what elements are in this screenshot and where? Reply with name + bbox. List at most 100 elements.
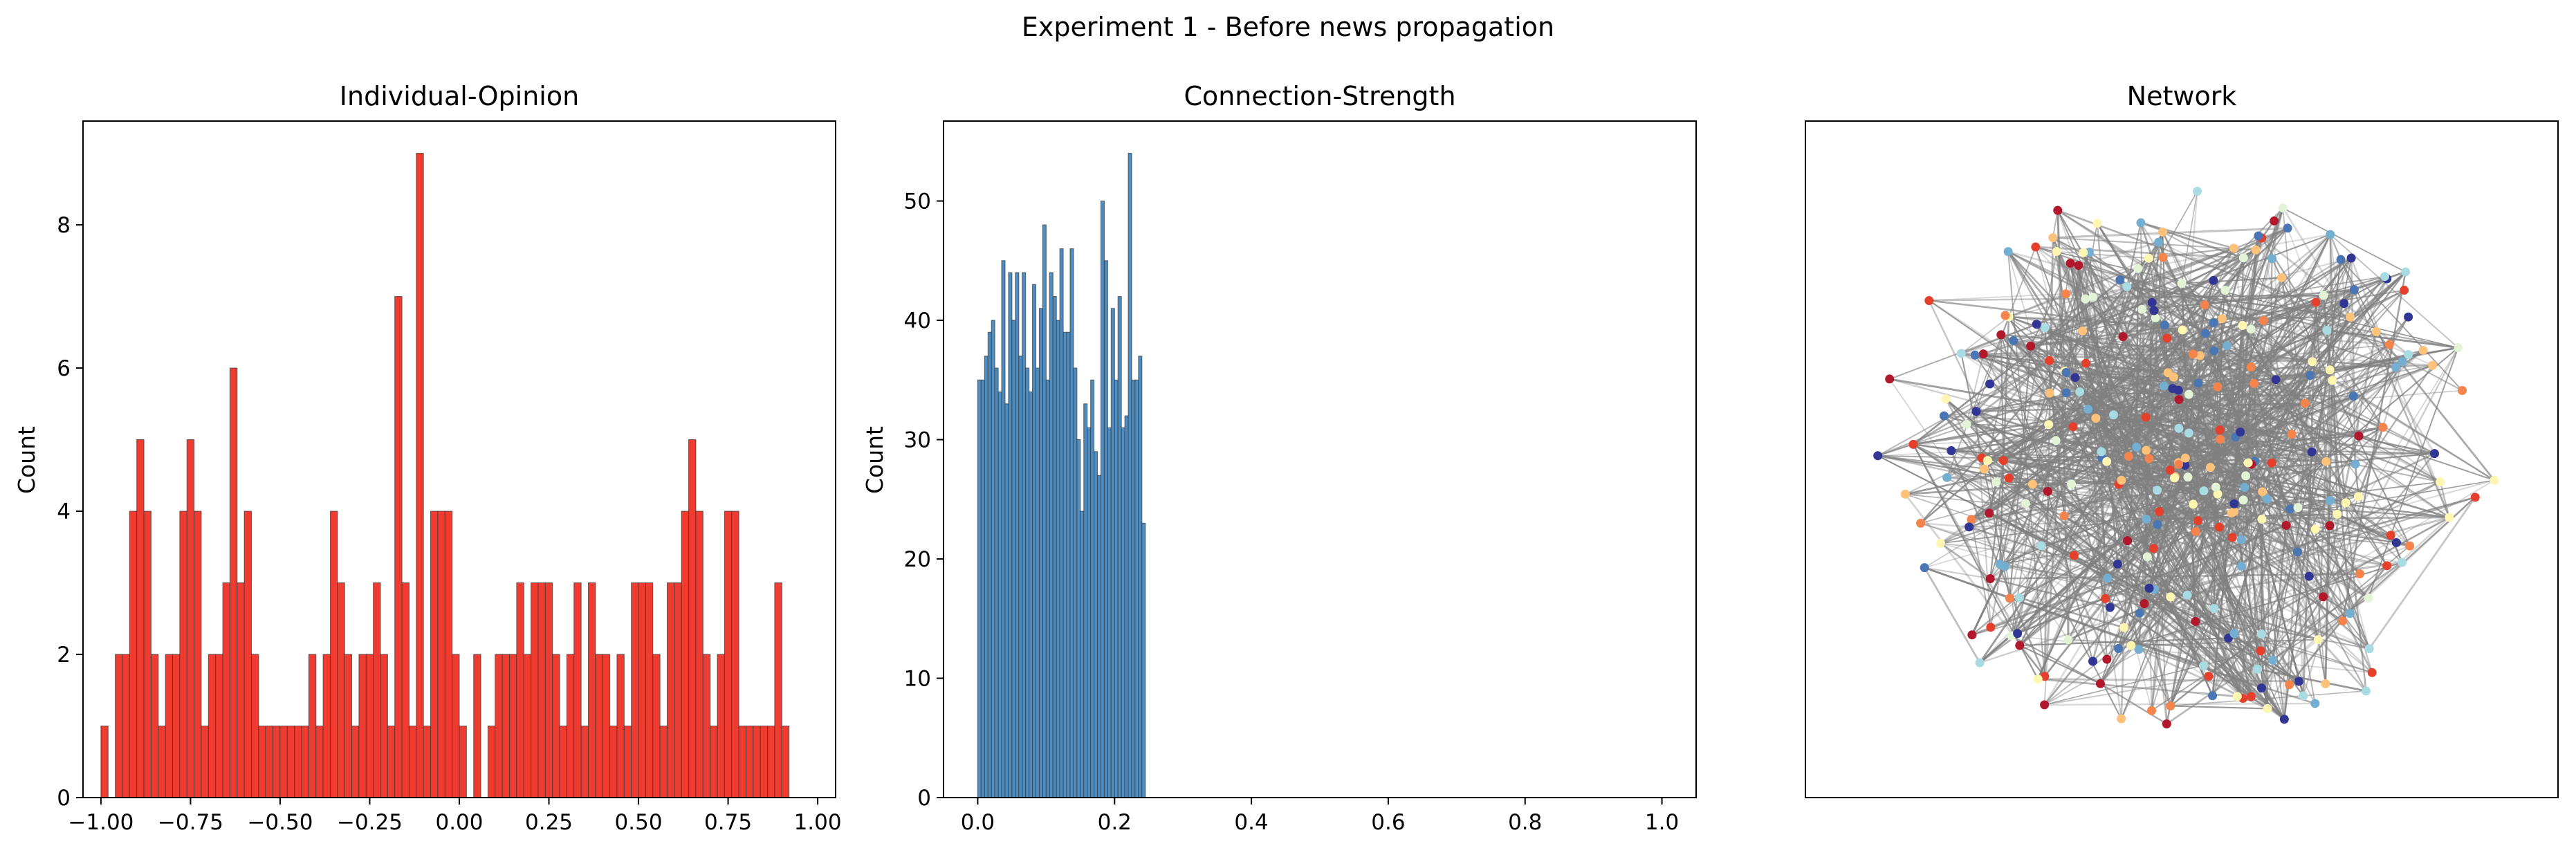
network-edge: [2339, 259, 2360, 436]
network-edge: [1961, 352, 2200, 357]
network-node: [2310, 699, 2320, 708]
network-node: [2216, 434, 2225, 444]
network-edge: [2185, 426, 2384, 459]
network-node: [2043, 486, 2052, 496]
network-node: [2404, 350, 2413, 360]
network-node: [2307, 447, 2317, 457]
network-edge: [1913, 257, 2150, 445]
strength-bar: [1042, 224, 1047, 798]
network-node: [1985, 508, 1994, 518]
network-node: [2398, 357, 2407, 367]
strength-bar: [1066, 331, 1071, 798]
network-edge: [2066, 227, 2288, 374]
opinion-bar: [702, 654, 711, 798]
network-edge: [1960, 353, 2011, 598]
network-node: [2124, 452, 2133, 461]
network-edge: [2048, 251, 2090, 361]
strength-bar: [980, 379, 985, 798]
network-edge: [1946, 246, 2036, 478]
strength-bar: [1073, 367, 1078, 798]
network-edge: [1974, 354, 2373, 673]
network-node: [2300, 398, 2310, 408]
opinion-bar: [537, 582, 546, 798]
network-node: [2311, 297, 2321, 307]
network-node: [2262, 494, 2272, 504]
network-edge: [1974, 354, 2119, 564]
network-edge: [2205, 275, 2385, 306]
network-edge: [2131, 594, 2189, 647]
network-edge: [2250, 302, 2345, 368]
network-edge: [2097, 223, 2344, 622]
network-node: [2169, 372, 2178, 382]
opinion-bar: [186, 439, 195, 798]
network-node: [2220, 286, 2230, 295]
opinion-bar: [473, 654, 481, 798]
network-edge: [2194, 257, 2353, 622]
network-edge: [2019, 645, 2101, 685]
network-edge: [2250, 367, 2319, 640]
network-node: [2354, 431, 2364, 441]
network-node: [2341, 498, 2350, 508]
opinion-bar: [344, 654, 353, 798]
network-node: [2364, 644, 2374, 654]
strength-histogram: Connection-Strength Count 0.0 0.2 0.4 0.6 0.…: [861, 81, 1697, 835]
opinion-bar: [695, 511, 703, 798]
network-node: [2114, 644, 2124, 654]
network-node: [2215, 425, 2225, 435]
opinion-title: Individual-Opinion: [340, 81, 579, 111]
network-edge: [2367, 347, 2459, 598]
opinion-bar: [358, 654, 367, 798]
network-edge: [2005, 315, 2189, 434]
network-node: [2227, 508, 2236, 518]
network-edge: [2267, 258, 2273, 709]
network-edge: [2162, 257, 2373, 673]
network-node: [2240, 482, 2250, 492]
network-edge: [2113, 414, 2369, 599]
network-node: [2270, 216, 2279, 226]
network-edge: [2101, 279, 2214, 452]
opinion-bar: [229, 367, 238, 798]
network-edge: [2162, 231, 2369, 599]
network-node: [2166, 701, 2175, 710]
network-edge: [2342, 271, 2407, 621]
opinion-bar: [724, 511, 733, 798]
network-node: [2133, 264, 2143, 273]
strength-bar: [1032, 284, 1037, 798]
network-node: [2033, 674, 2043, 684]
network-nodes: [1873, 186, 2499, 728]
network-edge: [2007, 251, 2045, 677]
network-edge: [2250, 329, 2388, 567]
opinion-yaxis: 0 2 4 6 8: [57, 213, 83, 811]
network-edge: [2184, 465, 2263, 689]
network-node: [2140, 599, 2149, 609]
strength-bar: [1022, 272, 1027, 798]
network-edge: [1913, 360, 2050, 445]
strength-xtick-label: 0.0: [961, 810, 995, 835]
network-node: [2079, 248, 2088, 257]
network-node: [2151, 313, 2160, 323]
network-node: [2005, 594, 2014, 603]
network-node: [1985, 574, 1995, 584]
network-node: [1885, 374, 1895, 384]
opinion-ytick-label: 4: [57, 499, 71, 524]
network-edge: [2178, 208, 2284, 463]
network-edge: [2088, 252, 2119, 564]
strength-bar: [1035, 367, 1040, 798]
strength-bar: [1090, 379, 1095, 798]
network-node: [2348, 392, 2358, 401]
network-node: [2193, 516, 2203, 526]
network-edge: [2009, 372, 2067, 598]
network-node: [1900, 489, 1910, 499]
strength-bar: [1076, 439, 1081, 798]
network-node: [2136, 218, 2146, 228]
network-edge: [1975, 331, 2377, 356]
network-node: [2326, 496, 2335, 506]
opinion-bar: [337, 582, 345, 798]
network-node: [2322, 325, 2332, 335]
network-node: [2000, 311, 2010, 320]
network-node: [2144, 253, 2154, 263]
network-edge: [1987, 317, 2156, 461]
network-edge: [1969, 526, 2319, 641]
network-edge: [2035, 246, 2165, 387]
opinion-axes-frame: [82, 120, 836, 798]
